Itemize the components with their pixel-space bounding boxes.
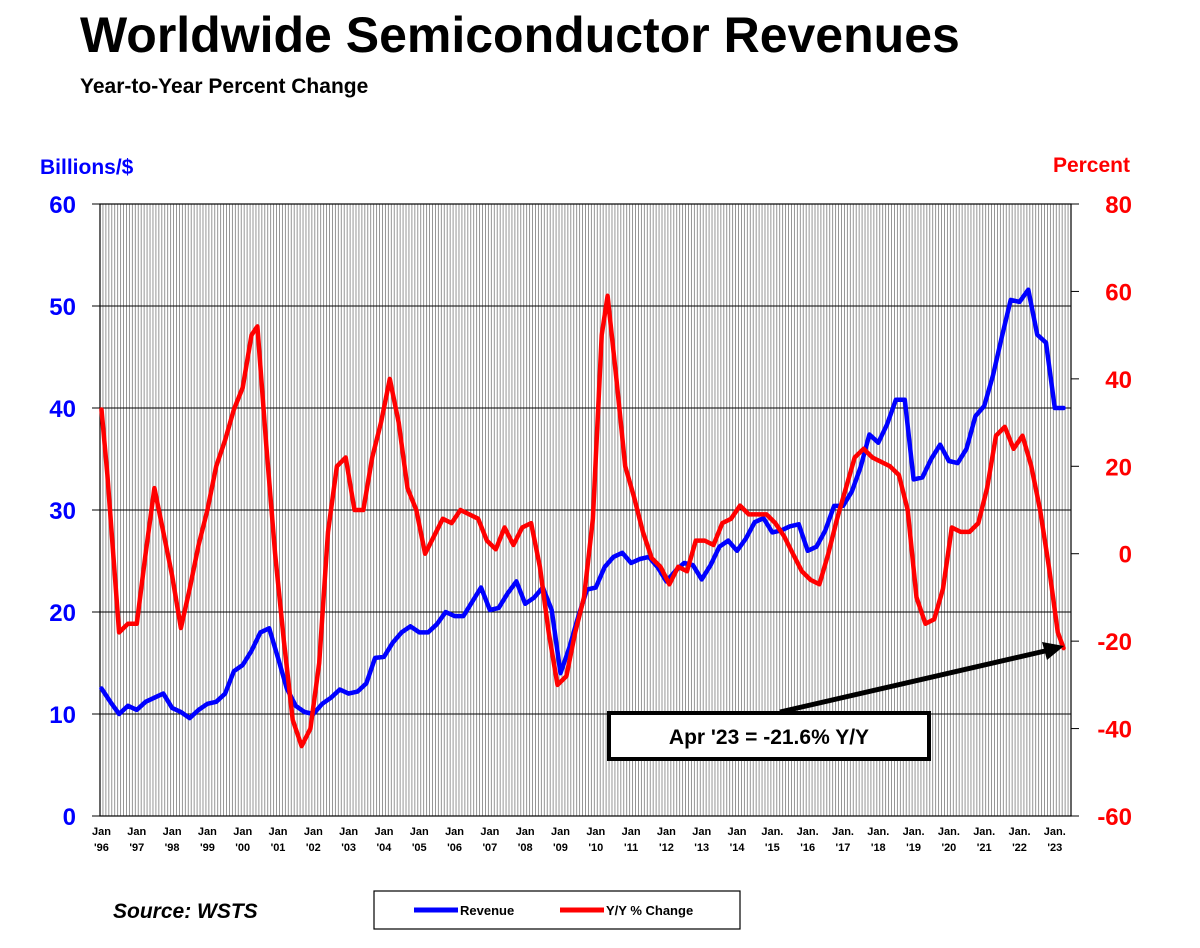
left-tick-label: 10 — [49, 702, 76, 729]
right-axis-ticks: -60 -40 -20 0 20 40 60 80 — [1071, 192, 1132, 831]
x-tick-label-month: Jan — [233, 826, 252, 838]
x-tick-label-year: '04 — [377, 842, 393, 854]
source-note: Source: WSTS — [113, 900, 258, 923]
series-line-yoy-change — [99, 293, 1066, 749]
x-tick-label-month: Jan — [269, 826, 288, 838]
x-tick-label-year: '13 — [694, 842, 709, 854]
x-tick-label-year: '02 — [306, 842, 321, 854]
x-tick-label-month: Jan — [163, 826, 182, 838]
left-tick-label: 30 — [49, 498, 76, 525]
x-tick-label-year: '98 — [165, 842, 180, 854]
right-tick-label: 40 — [1105, 367, 1132, 394]
left-axis-ticks: 0 10 20 30 40 50 60 — [49, 192, 100, 831]
right-tick-label: 0 — [1119, 542, 1132, 569]
right-tick-label: 60 — [1105, 279, 1132, 306]
x-tick-label-year: '96 — [94, 842, 109, 854]
x-tick-label-month: Jan — [339, 826, 358, 838]
left-tick-label: 40 — [49, 396, 76, 423]
x-tick-label-year: '21 — [977, 842, 992, 854]
x-tick-label-month: Jan. — [903, 826, 925, 838]
left-tick-label: 60 — [49, 192, 76, 219]
chart-title: Worldwide Semiconductor Revenues — [80, 7, 960, 63]
x-tick-label-year: '09 — [553, 842, 568, 854]
right-tick-label: -20 — [1097, 629, 1132, 656]
x-tick-label-month: Jan — [198, 826, 217, 838]
annotation-arrowhead — [1042, 642, 1064, 660]
right-axis-label: Percent — [1053, 154, 1130, 177]
x-tick-label-year: '03 — [341, 842, 356, 854]
right-tick-label: 20 — [1105, 454, 1132, 481]
x-tick-label-month: Jan — [410, 826, 429, 838]
x-tick-label-month: Jan — [445, 826, 464, 838]
x-tick-label-month: Jan — [374, 826, 393, 838]
x-tick-label-month: Jan. — [1008, 826, 1030, 838]
x-tick-label-year: '01 — [271, 842, 286, 854]
x-tick-label-year: '16 — [800, 842, 815, 854]
x-tick-label-month: Jan. — [832, 826, 854, 838]
left-tick-label: 20 — [49, 600, 76, 627]
x-tick-label-month: Jan — [551, 826, 570, 838]
annotation-text: Apr '23 = -21.6% Y/Y — [669, 726, 869, 749]
annotation: Apr '23 = -21.6% Y/Y — [607, 642, 1064, 761]
x-tick-label-year: '23 — [1047, 842, 1062, 854]
x-tick-label-year: '14 — [730, 842, 746, 854]
annotation-box — [607, 711, 931, 761]
x-tick-label-year: '17 — [836, 842, 851, 854]
x-tick-label-month: Jan — [622, 826, 641, 838]
x-tick-label-year: '00 — [235, 842, 250, 854]
annotation-arrow-shaft — [779, 645, 1059, 715]
left-axis-label: Billions/$ — [40, 156, 134, 179]
x-tick-label-year: '11 — [624, 842, 638, 854]
x-tick-label-month: Jan. — [867, 826, 889, 838]
x-tick-label-month: Jan — [480, 826, 499, 838]
legend: Revenue Y/Y % Change — [373, 890, 741, 930]
x-tick-label-month: Jan — [586, 826, 605, 838]
x-tick-label-month: Jan — [304, 826, 323, 838]
x-tick-label-year: '99 — [200, 842, 215, 854]
x-tick-label-month: Jan. — [1044, 826, 1066, 838]
legend-label-yoy: Y/Y % Change — [606, 903, 693, 918]
x-tick-label-year: '08 — [518, 842, 533, 854]
x-tick-label-year: '05 — [412, 842, 427, 854]
x-tick-label-year: '12 — [659, 842, 674, 854]
x-tick-label-month: Jan. — [797, 826, 819, 838]
legend-label-revenue: Revenue — [460, 903, 514, 918]
x-axis-ticks: Jan '96 Jan '97 Jan '98 Jan '99 Jan '00 Jan '01 Jan '… — [92, 826, 1066, 854]
x-tick-label-year: '06 — [447, 842, 462, 854]
x-tick-label-month: Jan — [127, 826, 146, 838]
x-tick-label-year: '18 — [871, 842, 886, 854]
x-tick-label-year: '10 — [588, 842, 603, 854]
series-layer — [99, 287, 1066, 749]
x-tick-label-month: Jan. — [938, 826, 960, 838]
x-tick-label-year: '97 — [129, 842, 144, 854]
right-tick-label: 80 — [1105, 192, 1132, 219]
right-tick-label: -40 — [1097, 717, 1132, 744]
left-tick-label: 50 — [49, 294, 76, 321]
chart-subtitle: Year-to-Year Percent Change — [80, 75, 368, 98]
x-tick-label-year: '20 — [941, 842, 956, 854]
x-tick-label-month: Jan — [692, 826, 711, 838]
right-tick-label: -60 — [1097, 804, 1132, 831]
x-tick-label-year: '15 — [765, 842, 780, 854]
x-tick-label-month: Jan — [516, 826, 535, 838]
x-tick-label-month: Jan. — [761, 826, 783, 838]
x-tick-label-month: Jan — [92, 826, 111, 838]
x-tick-label-year: '19 — [906, 842, 921, 854]
x-tick-label-month: Jan. — [973, 826, 995, 838]
left-tick-label: 0 — [63, 804, 76, 831]
x-tick-label-year: '22 — [1012, 842, 1027, 854]
x-tick-label-month: Jan — [657, 826, 676, 838]
x-tick-label-year: '07 — [482, 842, 497, 854]
x-tick-label-month: Jan — [728, 826, 747, 838]
